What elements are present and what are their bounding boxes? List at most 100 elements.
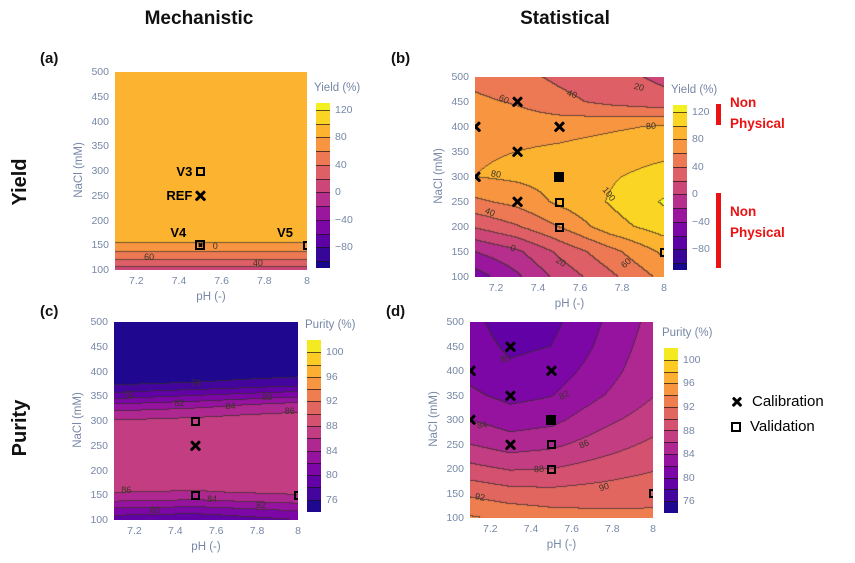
colorbar-tick-label: 84 <box>326 444 338 457</box>
y-tick-label: 100 <box>451 271 469 283</box>
reference-marker <box>194 189 207 202</box>
colorbar-segment <box>307 413 321 426</box>
colorbar-tick-label: 120 <box>692 105 710 118</box>
colorbar-tick-label: 80 <box>692 133 704 146</box>
y-tick-label: 250 <box>451 196 469 208</box>
colorbar-segment <box>664 383 678 396</box>
colorbar-c <box>307 340 321 512</box>
colorbar-tick-label: 84 <box>683 448 695 461</box>
y-tick-label: 350 <box>451 146 469 158</box>
y-tick-label: 200 <box>446 463 464 475</box>
marker-label-v5: V5 <box>277 225 293 241</box>
x-tick-label: 8 <box>295 525 301 537</box>
marker-label-v3: V3 <box>176 163 193 179</box>
y-axis-title: NaCl (mM) <box>72 392 84 448</box>
calibration-marker <box>470 414 477 427</box>
colorbar-tick-label: 40 <box>692 160 704 173</box>
colorbar-segment <box>673 221 687 236</box>
x-tick-label: 7.6 <box>572 282 588 294</box>
calibration-marker <box>475 121 482 134</box>
marker-legend: Calibration Validation <box>731 393 824 435</box>
x-axis-title: pH (-) <box>191 541 221 553</box>
colorbar-segment <box>664 430 678 443</box>
colorbar-segment <box>664 371 678 384</box>
y-axis-title: NaCl (mM) <box>73 142 85 198</box>
y-tick-label: 300 <box>91 165 109 177</box>
validation-marker <box>195 166 205 176</box>
colorbar-segment <box>316 103 330 110</box>
colorbar-segment <box>316 192 330 207</box>
contour-label: 82 <box>174 398 185 409</box>
panel-label-c: (c) <box>40 303 59 320</box>
colorbar-d <box>664 348 678 513</box>
marker-label-v4: V4 <box>170 225 187 241</box>
column-title-statistical: Statistical <box>520 8 610 29</box>
colorbar-segment <box>307 450 321 463</box>
calibration-marker <box>475 171 482 184</box>
x-tick-label: 7.6 <box>214 275 229 287</box>
y-tick-label: 450 <box>451 96 469 108</box>
colorbar-title: Purity (%) <box>662 327 713 339</box>
colorbar-tick-label: 88 <box>326 420 338 432</box>
colorbar-segment <box>316 247 330 262</box>
validation-marker <box>659 247 664 257</box>
colorbar-segment <box>307 340 321 353</box>
colorbar-segment <box>307 376 321 390</box>
reference-marker <box>554 172 564 182</box>
y-tick-label: 100 <box>446 512 464 524</box>
colorbar-tick-label: −80 <box>335 241 353 254</box>
colorbar-segment <box>664 501 678 513</box>
validation-marker <box>546 440 556 449</box>
colorbar-segment <box>673 111 687 126</box>
validation-marker <box>648 489 653 498</box>
y-tick-label: 300 <box>446 414 464 426</box>
y-tick-label: 300 <box>90 415 108 427</box>
colorbar-segment <box>316 151 330 165</box>
colorbar-segment <box>316 178 330 193</box>
colorbar-tick-label: 0 <box>335 186 341 199</box>
colorbar-segment <box>673 194 687 209</box>
colorbar-segment <box>307 425 321 439</box>
validation-marker <box>554 222 564 232</box>
colorbar-segment <box>664 395 678 407</box>
colorbar-segment <box>664 489 678 502</box>
y-tick-label: 400 <box>451 121 469 133</box>
calibration-marker <box>504 389 517 402</box>
y-tick-label: 350 <box>90 390 108 403</box>
contour-label: 88 <box>533 463 545 474</box>
validation-calibration-marker <box>195 240 206 251</box>
colorbar-segment <box>316 206 330 220</box>
x-tick-label: 7.2 <box>483 523 498 535</box>
colorbar-segment <box>316 219 330 234</box>
panel-label-a: (a) <box>40 50 59 67</box>
colorbar-segment <box>316 123 330 138</box>
colorbar-segment <box>673 180 687 195</box>
colorbar-segment <box>673 249 687 264</box>
calibration-marker <box>504 438 517 451</box>
colorbar-segment <box>316 233 330 248</box>
colorbar-tick-label: 100 <box>326 346 344 359</box>
y-tick-label: 500 <box>90 316 108 328</box>
calibration-x-icon <box>198 242 203 248</box>
non-physical-bar-top <box>716 104 721 125</box>
contour-label: 84 <box>207 493 218 504</box>
contour-field-d <box>470 322 653 518</box>
colorbar-segment <box>664 406 678 419</box>
y-tick-label: 450 <box>91 90 109 103</box>
contour-label: 84 <box>476 419 488 431</box>
y-tick-label: 150 <box>446 487 464 500</box>
colorbar-tick-label: 80 <box>335 131 347 144</box>
colorbar-segment <box>664 442 678 455</box>
contour-field-a <box>115 72 307 270</box>
non-physical-annotation-bottom: Non Physical <box>730 204 785 240</box>
x-tick-label: 7.8 <box>605 523 620 535</box>
calibration-marker <box>511 196 524 209</box>
contour-plot-d: 80 82 84 86 88 90 92 <box>470 322 653 518</box>
y-tick-label: 200 <box>90 464 108 477</box>
legend-item-validation: Validation <box>731 418 824 435</box>
colorbar-segment <box>673 139 687 154</box>
colorbar-segment <box>307 364 321 377</box>
colorbar-tick-label: 96 <box>683 377 695 390</box>
colorbar-segment <box>316 137 330 152</box>
